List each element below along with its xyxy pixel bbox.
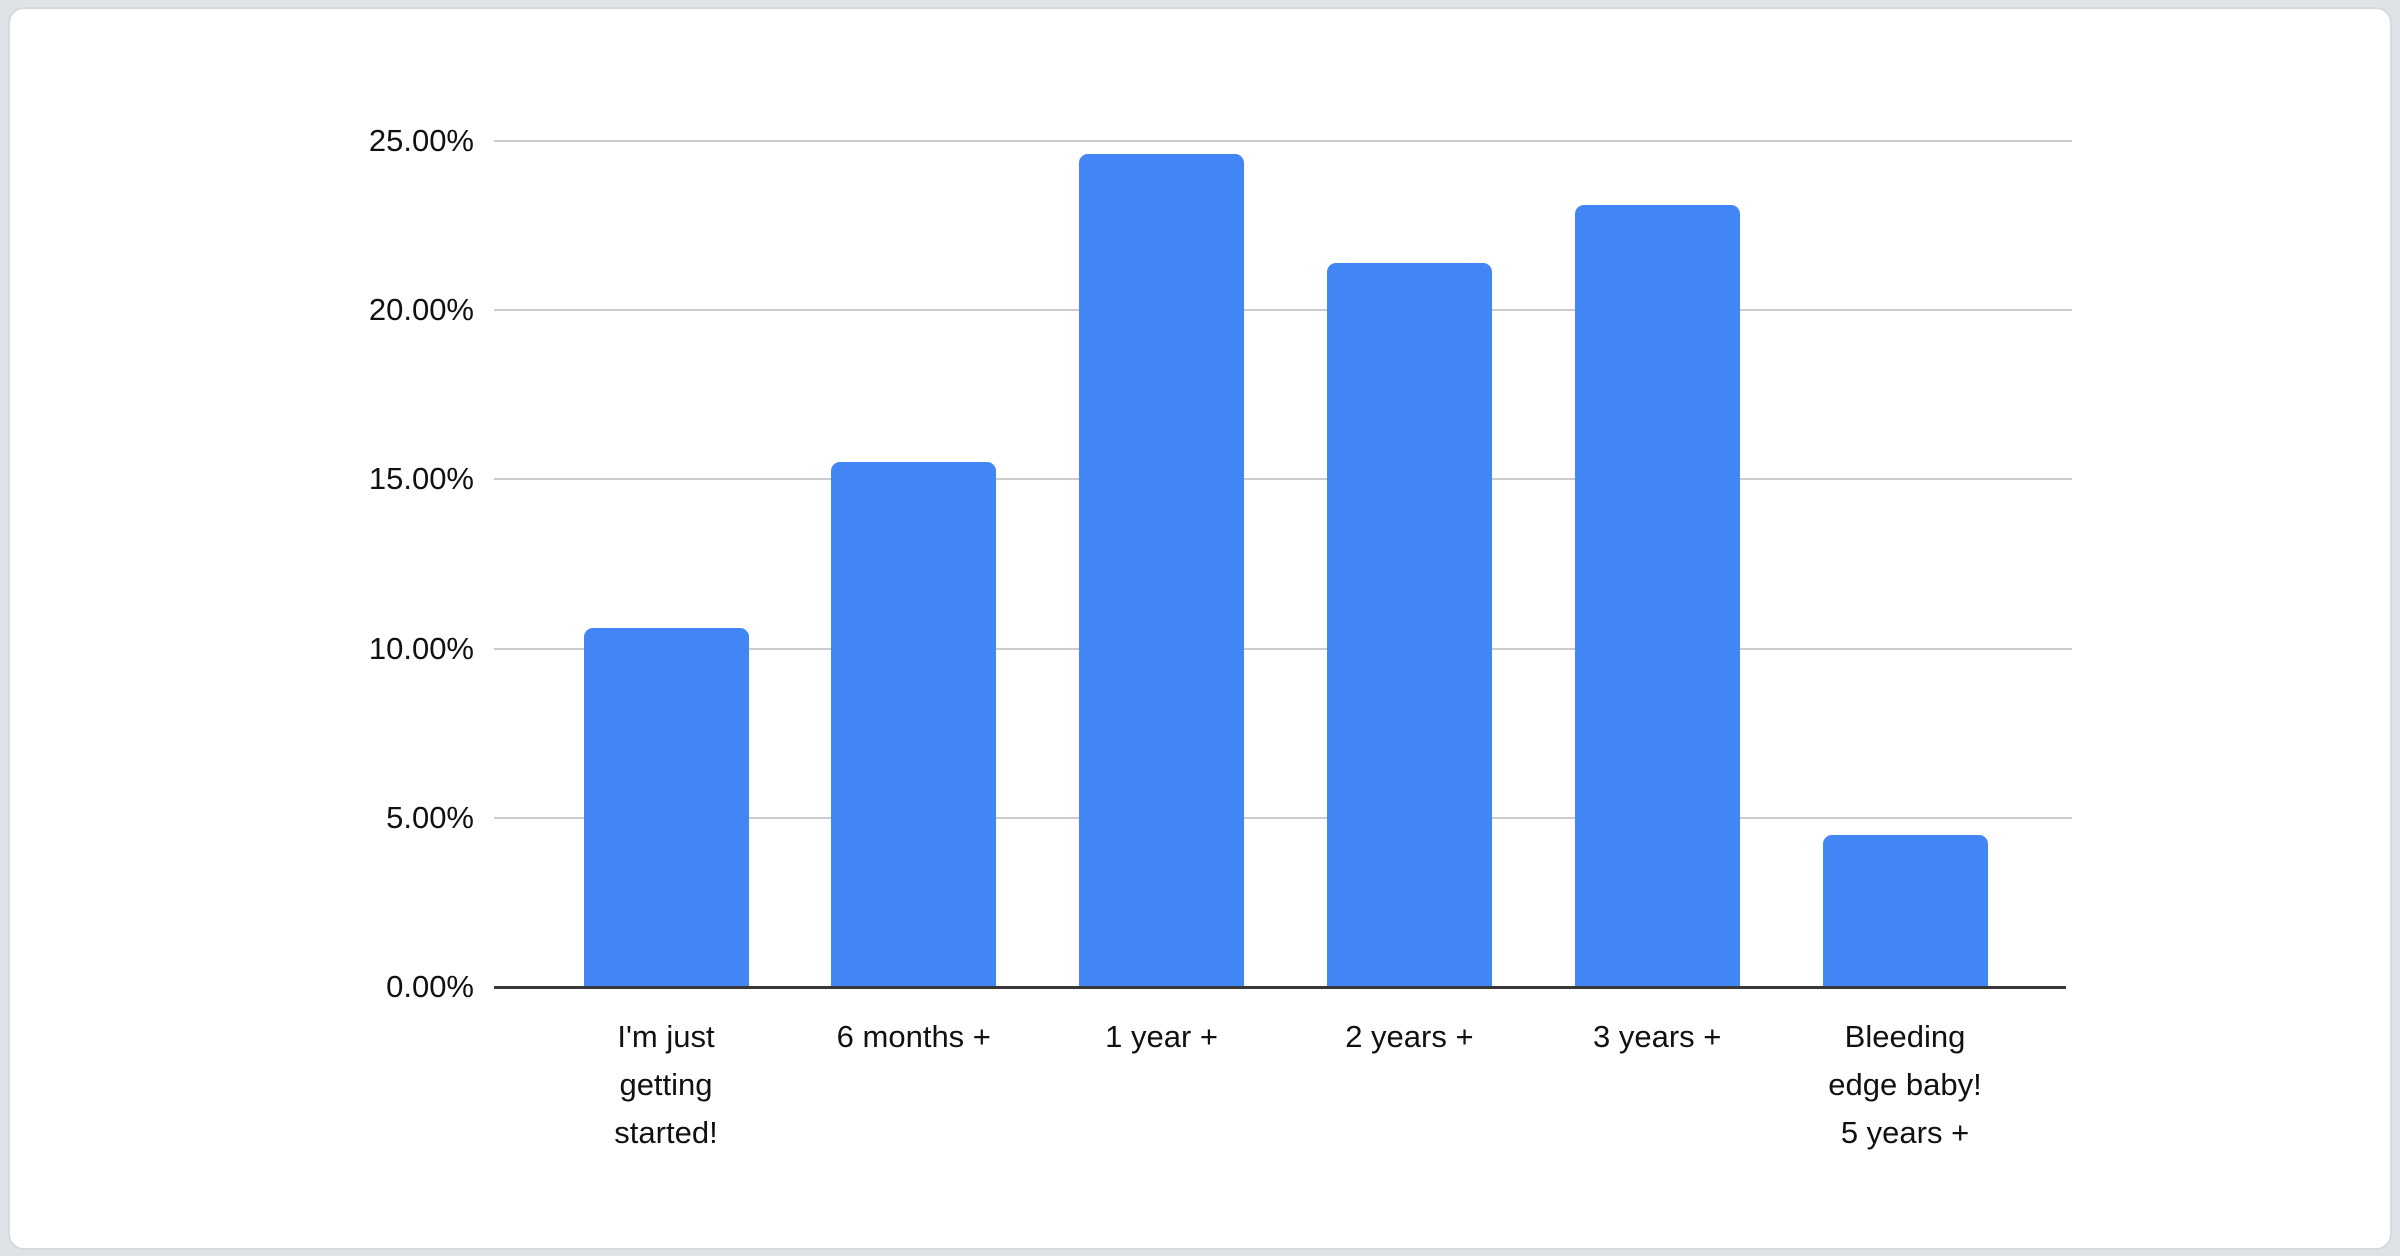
- gridline-20pct: [494, 309, 2072, 311]
- y-axis-tick-label: 0.00%: [386, 969, 474, 1004]
- x-axis-category-label-line: edge baby!: [1828, 1067, 1982, 1102]
- gridline-15pct: [494, 478, 2072, 481]
- x-axis-category-label: Bleeding edge baby! 5 years +: [1770, 1013, 2040, 1157]
- x-axis-category-label: 6 months +: [779, 1013, 1049, 1061]
- bar: [583, 628, 749, 987]
- bar: [1079, 154, 1245, 987]
- x-axis-category-label-line: I'm just: [617, 1019, 715, 1054]
- x-axis-category-label-line: 1 year +: [1105, 1019, 1219, 1054]
- bar: [1574, 205, 1740, 987]
- y-axis-tick-label: 10.00%: [368, 630, 474, 666]
- gridline-5pct: [494, 816, 2072, 819]
- x-axis-line: [494, 986, 2066, 989]
- x-axis-category-label-line: getting: [619, 1067, 713, 1102]
- bar: [1326, 262, 1492, 987]
- x-axis-category-label-line: started!: [614, 1115, 718, 1150]
- y-axis-tick-label: 20.00%: [368, 292, 474, 327]
- bar: [1822, 834, 1988, 987]
- x-axis-category-label-line: 3 years +: [1593, 1019, 1722, 1054]
- x-axis-category-label: I'm just getting started!: [531, 1013, 801, 1157]
- x-axis-category-label: 2 years +: [1274, 1013, 1544, 1061]
- x-axis-category-label-line: 6 months +: [836, 1019, 991, 1054]
- y-axis-tick-label: 15.00%: [368, 461, 474, 497]
- gridline-25pct: [494, 139, 2072, 142]
- x-axis-category-label-line: Bleeding: [1844, 1019, 1966, 1054]
- y-axis-tick-label: 25.00%: [368, 122, 474, 158]
- x-axis-category-label: 1 year +: [1027, 1013, 1297, 1061]
- x-axis-category-label-line: 5 years +: [1840, 1115, 1970, 1150]
- x-axis-category-label-line: 2 years +: [1345, 1019, 1474, 1054]
- bar: [831, 462, 997, 987]
- gridline-10pct: [494, 647, 2072, 650]
- x-axis-category-label: 3 years +: [1522, 1013, 1792, 1061]
- y-axis-tick-label: 5.00%: [386, 799, 474, 835]
